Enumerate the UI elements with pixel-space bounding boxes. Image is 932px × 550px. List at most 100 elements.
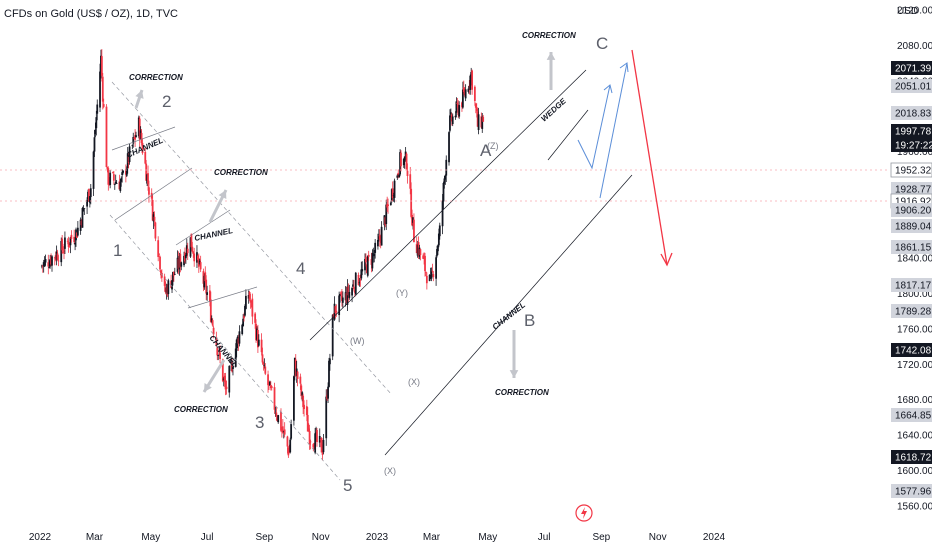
candle bbox=[137, 115, 140, 139]
candle-body bbox=[53, 257, 56, 259]
correction-arrowhead bbox=[546, 52, 556, 60]
channel-dashed-line bbox=[109, 214, 341, 481]
candle bbox=[402, 157, 405, 168]
candle-body bbox=[163, 276, 166, 286]
price-label-text: 1577.96 bbox=[895, 487, 932, 498]
candle-body bbox=[70, 234, 73, 239]
candle bbox=[106, 166, 109, 173]
candle-body bbox=[449, 115, 451, 131]
price-label-box: 1742.08 bbox=[891, 343, 932, 357]
candle-body bbox=[244, 295, 247, 309]
candle bbox=[449, 108, 452, 118]
candle-body bbox=[404, 151, 407, 160]
chart-title: CFDs on Gold (US$ / OZ), 1D, TVC bbox=[4, 8, 179, 20]
candles bbox=[40, 49, 485, 461]
candle bbox=[435, 255, 437, 286]
candle bbox=[457, 100, 460, 118]
candle-body bbox=[295, 368, 298, 376]
y-tick-label: 1560.00 bbox=[897, 502, 932, 513]
candle-body bbox=[377, 236, 380, 240]
price-label-box: 1789.28 bbox=[891, 304, 932, 318]
candle-body bbox=[451, 116, 454, 125]
candle-body bbox=[229, 362, 232, 363]
candle bbox=[365, 253, 367, 267]
candle bbox=[73, 229, 76, 245]
candle bbox=[316, 428, 318, 447]
y-tick-label: 1720.00 bbox=[897, 360, 932, 371]
candle-body bbox=[112, 174, 115, 181]
candle-body bbox=[389, 202, 392, 205]
candle-body bbox=[249, 300, 252, 303]
candle bbox=[432, 271, 435, 282]
candle bbox=[113, 183, 116, 190]
candle-body bbox=[88, 189, 90, 202]
candle bbox=[404, 147, 407, 161]
candle-body bbox=[411, 214, 413, 226]
candle bbox=[158, 253, 161, 258]
candle-body bbox=[158, 253, 161, 255]
candle bbox=[216, 346, 219, 361]
candle-body bbox=[386, 204, 389, 208]
candle-body bbox=[473, 86, 476, 101]
candle-body bbox=[276, 418, 279, 420]
candle-body bbox=[113, 183, 116, 185]
candle-body bbox=[263, 364, 266, 366]
candle-body bbox=[277, 415, 280, 423]
candle-body bbox=[150, 192, 153, 199]
x-tick-label: 2024 bbox=[703, 532, 726, 543]
correction-label: CORRECTION bbox=[129, 73, 183, 82]
candle bbox=[141, 138, 144, 155]
candle bbox=[119, 178, 122, 193]
candle-body bbox=[172, 271, 174, 282]
wedge-line bbox=[547, 109, 589, 161]
candle bbox=[211, 318, 214, 327]
candle-body bbox=[184, 254, 187, 259]
price-label-bg bbox=[891, 304, 932, 318]
candle-body bbox=[50, 256, 52, 265]
candle bbox=[396, 173, 399, 180]
candle bbox=[198, 258, 201, 266]
candle-body bbox=[237, 338, 240, 344]
candle-body bbox=[294, 359, 297, 376]
candle bbox=[308, 424, 311, 450]
candle-body bbox=[352, 284, 354, 287]
candle bbox=[341, 288, 343, 307]
candle-body bbox=[312, 444, 315, 448]
candle-body bbox=[179, 253, 182, 268]
x-tick-label: Nov bbox=[312, 532, 330, 543]
candle bbox=[74, 237, 76, 251]
candle bbox=[451, 113, 454, 127]
candle-body bbox=[216, 347, 219, 356]
x-tick-label: Nov bbox=[649, 532, 667, 543]
candle bbox=[42, 259, 45, 273]
candle bbox=[261, 347, 264, 365]
candle bbox=[320, 437, 323, 453]
candle-body bbox=[289, 439, 292, 453]
candle bbox=[269, 380, 271, 386]
candle-body bbox=[380, 226, 383, 246]
candle-body bbox=[437, 245, 439, 252]
candle-body bbox=[425, 272, 427, 273]
candle-body bbox=[172, 271, 175, 276]
candle bbox=[303, 400, 305, 417]
candle bbox=[255, 319, 257, 343]
candle bbox=[145, 160, 148, 181]
candle-body bbox=[54, 255, 57, 260]
candle bbox=[340, 291, 342, 297]
candle-body bbox=[56, 253, 59, 260]
candle bbox=[232, 360, 234, 376]
candle-body bbox=[147, 173, 149, 184]
candle bbox=[458, 101, 461, 119]
price-label-box: 1952.32 bbox=[890, 162, 932, 178]
candle bbox=[64, 231, 66, 254]
candle-body bbox=[281, 429, 283, 430]
channel-line bbox=[187, 286, 258, 309]
candle bbox=[428, 274, 431, 282]
correction-arrowhead bbox=[204, 383, 212, 392]
candle bbox=[125, 166, 128, 178]
candle-body bbox=[325, 396, 328, 439]
candle bbox=[286, 435, 289, 454]
candle bbox=[199, 255, 202, 273]
candle-body bbox=[260, 339, 263, 353]
